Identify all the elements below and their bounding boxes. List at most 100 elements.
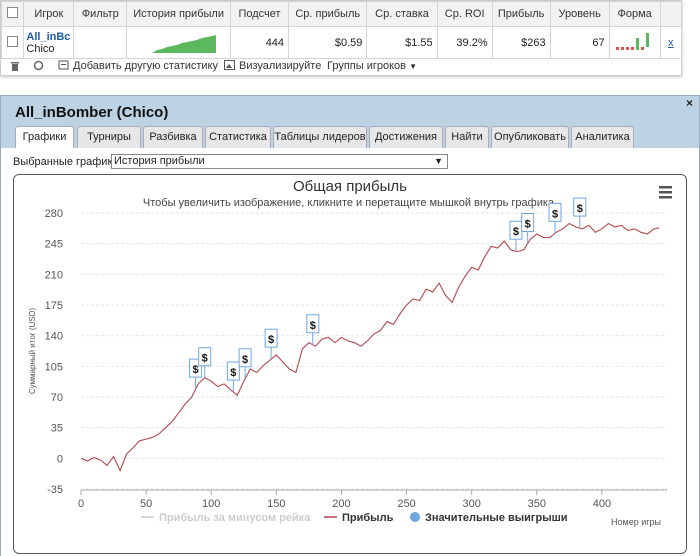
tab-publish[interactable]: Опубликовать xyxy=(491,126,569,148)
player-nick: Chico xyxy=(26,42,55,55)
image-icon xyxy=(224,60,235,73)
row-select-cell[interactable] xyxy=(0,26,25,59)
x-tick-label: 400 xyxy=(593,498,611,510)
player-groups-dropdown[interactable]: Группы игроков ▼ xyxy=(327,60,417,72)
big-win-flag xyxy=(238,348,252,368)
tab-tournaments[interactable]: Турниры xyxy=(77,126,141,148)
row-checkbox[interactable] xyxy=(7,35,19,47)
big-win-flag-label: $ xyxy=(202,353,208,365)
col-header[interactable]: Фильтр xyxy=(73,1,128,27)
x-tick-label: 300 xyxy=(462,498,480,510)
filter-cell[interactable] xyxy=(73,26,128,59)
big-win-flag xyxy=(306,314,320,334)
form-cell xyxy=(608,26,661,59)
avg-roi-cell: 39.2% xyxy=(436,26,493,59)
big-win-flag-label: $ xyxy=(242,354,248,366)
player-groups-label: Группы игроков xyxy=(327,60,406,72)
big-win-flag xyxy=(198,347,212,367)
chart-subtitle: Чтобы увеличить изображение, кликните и … xyxy=(143,197,557,209)
legend-bigwin-symbol xyxy=(410,512,420,522)
profit-chart[interactable]: Общая прибыль Чтобы увеличить изображение… xyxy=(14,175,686,553)
menu-icon-bar xyxy=(659,186,672,189)
big-win-flag xyxy=(226,361,240,381)
player-name-link[interactable]: All_inBc xyxy=(26,30,71,43)
tab-leaderboards[interactable]: Таблицы лидеров xyxy=(273,126,367,148)
profit-sparkline xyxy=(152,35,217,53)
col-header-empty xyxy=(659,1,683,27)
count-cell: 444 xyxy=(230,26,290,59)
avg-stake-cell: $1.55 xyxy=(366,26,438,59)
y-tick-label: 0 xyxy=(57,453,63,465)
y-tick-label: 140 xyxy=(45,331,63,343)
form-bar xyxy=(640,47,644,50)
remove-row-link[interactable]: x xyxy=(659,26,683,59)
x-tick-label: 50 xyxy=(140,498,152,510)
x-tick-label: 250 xyxy=(397,498,415,510)
col-header[interactable]: Уровень xyxy=(549,1,610,27)
legend-rake-label: Прибыль за минусом рейка xyxy=(159,512,311,524)
tab-statistics[interactable]: Статистика xyxy=(205,126,271,148)
player-cell: All_inBc Chico xyxy=(23,26,75,59)
stats-toolbar: Добавить другую статистику Визуализируйт… xyxy=(1,56,682,76)
col-header[interactable]: Ср. прибыль xyxy=(288,1,368,27)
chart-select-value: История прибыли xyxy=(114,155,205,167)
x-axis-label: Номер игры xyxy=(611,517,661,527)
avg-profit-cell: $0.59 xyxy=(288,26,368,59)
big-win-flag-label: $ xyxy=(577,203,583,215)
big-win-flag xyxy=(573,197,587,217)
big-win-flag-label: $ xyxy=(525,218,531,230)
caret-down-icon: ▼ xyxy=(409,62,417,71)
big-win-flag-label: $ xyxy=(268,334,274,346)
col-header[interactable]: Игрок xyxy=(23,1,75,27)
legend-bigwin-label: Значительные выигрыши xyxy=(425,512,568,524)
tab-graphs[interactable]: Графики xyxy=(15,126,74,149)
form-chart xyxy=(615,33,649,50)
profit-cell: $263 xyxy=(491,26,551,59)
menu-icon-bar xyxy=(659,191,672,194)
add-stat-link[interactable]: Добавить другую статистику xyxy=(73,60,218,72)
big-win-flag xyxy=(264,328,278,348)
tab-content: Выбранные графики: История прибыли ▼ Общ… xyxy=(1,148,699,556)
form-bar xyxy=(615,47,619,50)
trash-icon[interactable] xyxy=(10,60,20,74)
tab-find[interactable]: Найти xyxy=(445,126,489,148)
y-tick-label: 70 xyxy=(51,392,63,404)
y-tick-label: 105 xyxy=(45,361,63,373)
form-bar xyxy=(620,47,624,50)
big-win-flag xyxy=(521,212,535,232)
form-bar xyxy=(635,38,639,50)
profit-sparkline-cell xyxy=(126,26,232,59)
col-header[interactable]: Прибыль xyxy=(491,1,551,27)
y-tick-label: 210 xyxy=(45,269,63,281)
tab-achievements[interactable]: Достижения xyxy=(369,126,443,148)
y-tick-label: 175 xyxy=(45,300,63,312)
select-all-cell[interactable] xyxy=(0,1,25,27)
big-win-flag-label: $ xyxy=(552,208,558,220)
x-tick-label: 100 xyxy=(202,498,220,510)
col-header[interactable]: История прибыли xyxy=(126,1,232,27)
legend-profit-label: Прибыль xyxy=(342,512,394,524)
stats-box: Игрок Фильтр История прибыли Подсчет Ср.… xyxy=(0,0,683,76)
chart-select[interactable]: История прибыли ▼ xyxy=(111,154,448,169)
visualize-link[interactable]: Визуализируйте xyxy=(239,60,322,72)
add-stat-icon xyxy=(58,60,69,73)
player-panel: All_inBomber (Chico) × Графики Турниры Р… xyxy=(0,95,700,556)
panel-title: All_inBomber (Chico) xyxy=(15,104,169,121)
refresh-icon[interactable] xyxy=(33,60,44,74)
col-header[interactable]: Ср. ROI xyxy=(436,1,493,27)
col-header[interactable]: Форма xyxy=(608,1,661,27)
x-tick-label: 350 xyxy=(528,498,546,510)
form-bar xyxy=(645,33,649,47)
y-tick-label: 245 xyxy=(45,239,63,251)
tab-breakdown[interactable]: Разбивка xyxy=(143,126,203,148)
select-all-checkbox[interactable] xyxy=(7,7,19,18)
y-tick-label: -35 xyxy=(47,484,63,496)
col-header[interactable]: Ср. ставка xyxy=(366,1,438,27)
chart-container[interactable]: Общая прибыль Чтобы увеличить изображение… xyxy=(13,174,687,554)
big-win-flag-label: $ xyxy=(310,320,316,332)
col-header[interactable]: Подсчет xyxy=(230,1,290,27)
close-icon[interactable]: × xyxy=(685,96,693,110)
big-win-flag-label: $ xyxy=(193,364,199,376)
tab-analytics[interactable]: Аналитика xyxy=(571,126,634,148)
menu-icon-bar xyxy=(659,196,672,199)
